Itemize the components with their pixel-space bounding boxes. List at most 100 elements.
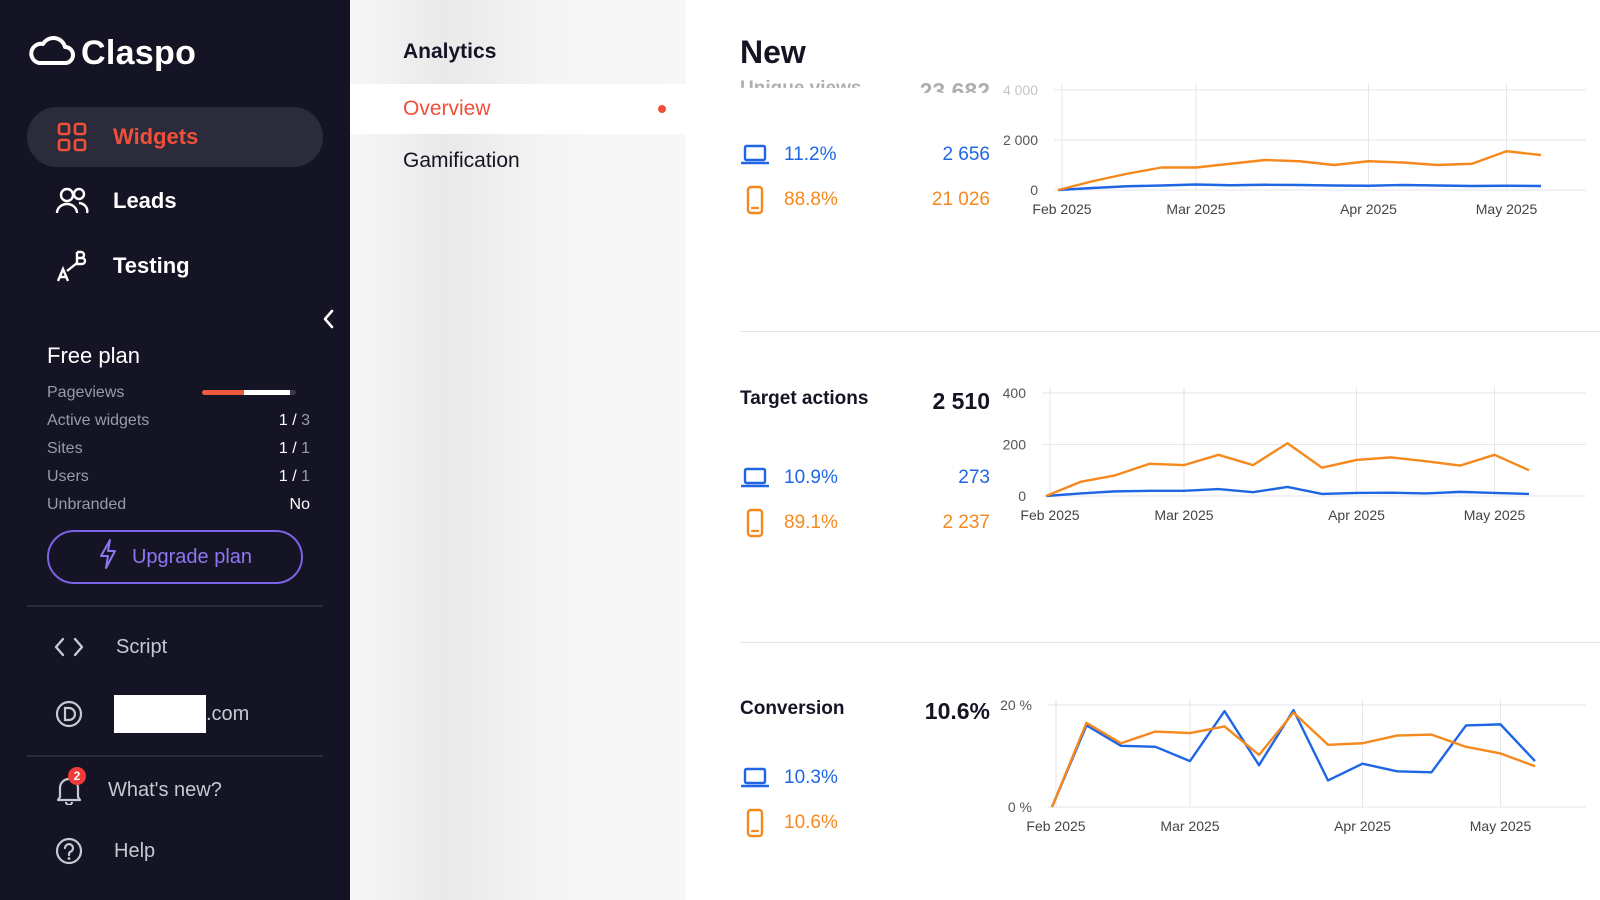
nav-item-leads[interactable]: Leads bbox=[27, 171, 323, 231]
domain-suffix: .com bbox=[206, 702, 250, 725]
x-tick-label: Mar 2025 bbox=[1160, 818, 1219, 834]
series-line bbox=[1045, 485, 1530, 498]
x-tick-label: Mar 2025 bbox=[1154, 507, 1213, 523]
section-divider bbox=[740, 331, 1600, 332]
ab-test-icon bbox=[55, 249, 89, 283]
series-line bbox=[1057, 183, 1542, 192]
code-icon bbox=[52, 630, 86, 664]
plan-used: 1 bbox=[278, 468, 288, 485]
chevron-left-icon bbox=[322, 309, 334, 334]
pageviews-progress-fill bbox=[202, 390, 245, 395]
nav-item-label: Leads bbox=[113, 188, 177, 213]
desktop-count: 2 656 bbox=[942, 144, 990, 165]
section-divider bbox=[740, 642, 1600, 643]
subnav-title: Analytics bbox=[403, 40, 497, 63]
sidebar-item-whats-new[interactable]: 2 What's new? bbox=[52, 767, 222, 807]
help-label: Help bbox=[114, 839, 156, 862]
bell-icon: 2 bbox=[52, 767, 86, 807]
help-icon bbox=[52, 834, 86, 868]
series-line bbox=[1050, 711, 1536, 808]
metric-name: Unique views bbox=[740, 78, 862, 99]
desktop-percent: 10.9% bbox=[784, 467, 838, 488]
analytics-subnav: Analytics Overview Gamification bbox=[350, 0, 686, 900]
subnav-item-label: Overview bbox=[403, 97, 491, 120]
nav-item-testing[interactable]: Testing bbox=[27, 236, 323, 296]
plan-row-label: Sites bbox=[47, 440, 83, 457]
mobile-icon bbox=[740, 508, 770, 538]
x-tick-label: Feb 2025 bbox=[1020, 507, 1079, 523]
script-label: Script bbox=[116, 635, 168, 658]
x-tick-label: May 2025 bbox=[1470, 818, 1532, 834]
mobile-icon bbox=[740, 808, 770, 838]
page-title: New bbox=[740, 34, 806, 70]
mobile-percent: 88.8% bbox=[784, 189, 838, 210]
y-tick-label: 4 000 bbox=[1003, 82, 1038, 98]
plan-sep: / bbox=[292, 412, 297, 429]
y-tick-label: 20 % bbox=[1000, 697, 1032, 713]
upgrade-plan-button[interactable]: Upgrade plan bbox=[47, 530, 303, 584]
active-dot-indicator bbox=[658, 105, 666, 113]
unique-views-chart: 4 000 2 000 0 Feb 2025 Mar 2025 Apr 2025 May 2… bbox=[1003, 82, 1586, 217]
x-tick-label: May 2025 bbox=[1476, 201, 1538, 217]
sidebar-divider bbox=[27, 755, 323, 757]
upgrade-plan-label: Upgrade plan bbox=[131, 545, 253, 568]
laptop-icon bbox=[740, 140, 770, 170]
collapse-sidebar-button[interactable] bbox=[318, 308, 338, 334]
sidebar-item-script[interactable]: Script bbox=[52, 630, 167, 664]
sidebar-item-help[interactable]: Help bbox=[52, 834, 155, 868]
laptop-icon bbox=[740, 763, 770, 793]
metric-total: 10.6% bbox=[924, 698, 990, 724]
series-line bbox=[1057, 150, 1542, 192]
pageviews-progress-remaining bbox=[244, 390, 291, 395]
whats-new-label: What's new? bbox=[108, 778, 222, 801]
y-tick-label: 400 bbox=[1003, 385, 1027, 401]
domain-redaction bbox=[114, 695, 206, 733]
x-tick-label: Feb 2025 bbox=[1026, 818, 1085, 834]
logo-text: Claspo bbox=[81, 34, 197, 72]
lightning-icon bbox=[98, 538, 118, 576]
users-icon bbox=[55, 184, 89, 218]
logo[interactable]: Claspo bbox=[27, 34, 196, 73]
mobile-count: 21 026 bbox=[931, 189, 990, 210]
desktop-share-row: 10.3% bbox=[740, 763, 990, 793]
plan-sep: / bbox=[292, 440, 297, 457]
subnav-item-label: Gamification bbox=[403, 149, 520, 172]
series-line bbox=[1045, 442, 1530, 498]
sidebar: Claspo Widgets Leads Testing Free plan bbox=[0, 0, 350, 900]
laptop-icon bbox=[740, 463, 770, 493]
domain-icon bbox=[52, 697, 86, 731]
y-tick-label: 0 % bbox=[1008, 799, 1032, 815]
subnav-item-gamification[interactable]: Gamification bbox=[350, 136, 686, 186]
plan-row-label: Active widgets bbox=[47, 412, 150, 429]
plan-limit: 1 bbox=[301, 440, 310, 457]
x-tick-label: Mar 2025 bbox=[1166, 201, 1225, 217]
plan-row-value: 1 / 3 bbox=[279, 412, 310, 430]
subnav-item-overview[interactable]: Overview bbox=[350, 84, 686, 134]
nav-item-label: Widgets bbox=[113, 124, 199, 149]
y-tick-label: 0 bbox=[1030, 182, 1038, 198]
sidebar-item-domain[interactable]: .com bbox=[52, 695, 249, 733]
plan-sep: / bbox=[292, 468, 297, 485]
plan-limit: 3 bbox=[301, 412, 310, 429]
x-tick-label: Feb 2025 bbox=[1032, 201, 1091, 217]
metric-total: 23 682 bbox=[919, 78, 990, 104]
pageviews-progress-bar bbox=[202, 390, 296, 395]
plan-row-pageviews: Pageviews bbox=[47, 384, 310, 402]
nav-item-widgets[interactable]: Widgets bbox=[27, 107, 323, 167]
desktop-percent: 11.2% bbox=[784, 144, 837, 165]
plan-limit: 1 bbox=[301, 468, 310, 485]
domain-name: .com bbox=[114, 695, 249, 733]
plan-row-value: No bbox=[289, 496, 310, 513]
sidebar-divider bbox=[27, 605, 323, 607]
mobile-share-row: 89.1% 2 237 bbox=[740, 508, 990, 538]
x-tick-label: Apr 2025 bbox=[1334, 818, 1391, 834]
mobile-count: 2 237 bbox=[942, 512, 990, 533]
mobile-share-row: 10.6% bbox=[740, 808, 990, 838]
desktop-percent: 10.3% bbox=[784, 767, 838, 788]
cloud-logo-icon bbox=[27, 35, 75, 72]
metric-total: 2 510 bbox=[932, 388, 990, 414]
plan-row-value: 1 / 1 bbox=[279, 468, 310, 486]
desktop-share-row: 10.9% 273 bbox=[740, 463, 990, 493]
plan-row-sites: Sites 1 / 1 bbox=[47, 440, 310, 458]
plan-title: Free plan bbox=[47, 343, 140, 368]
